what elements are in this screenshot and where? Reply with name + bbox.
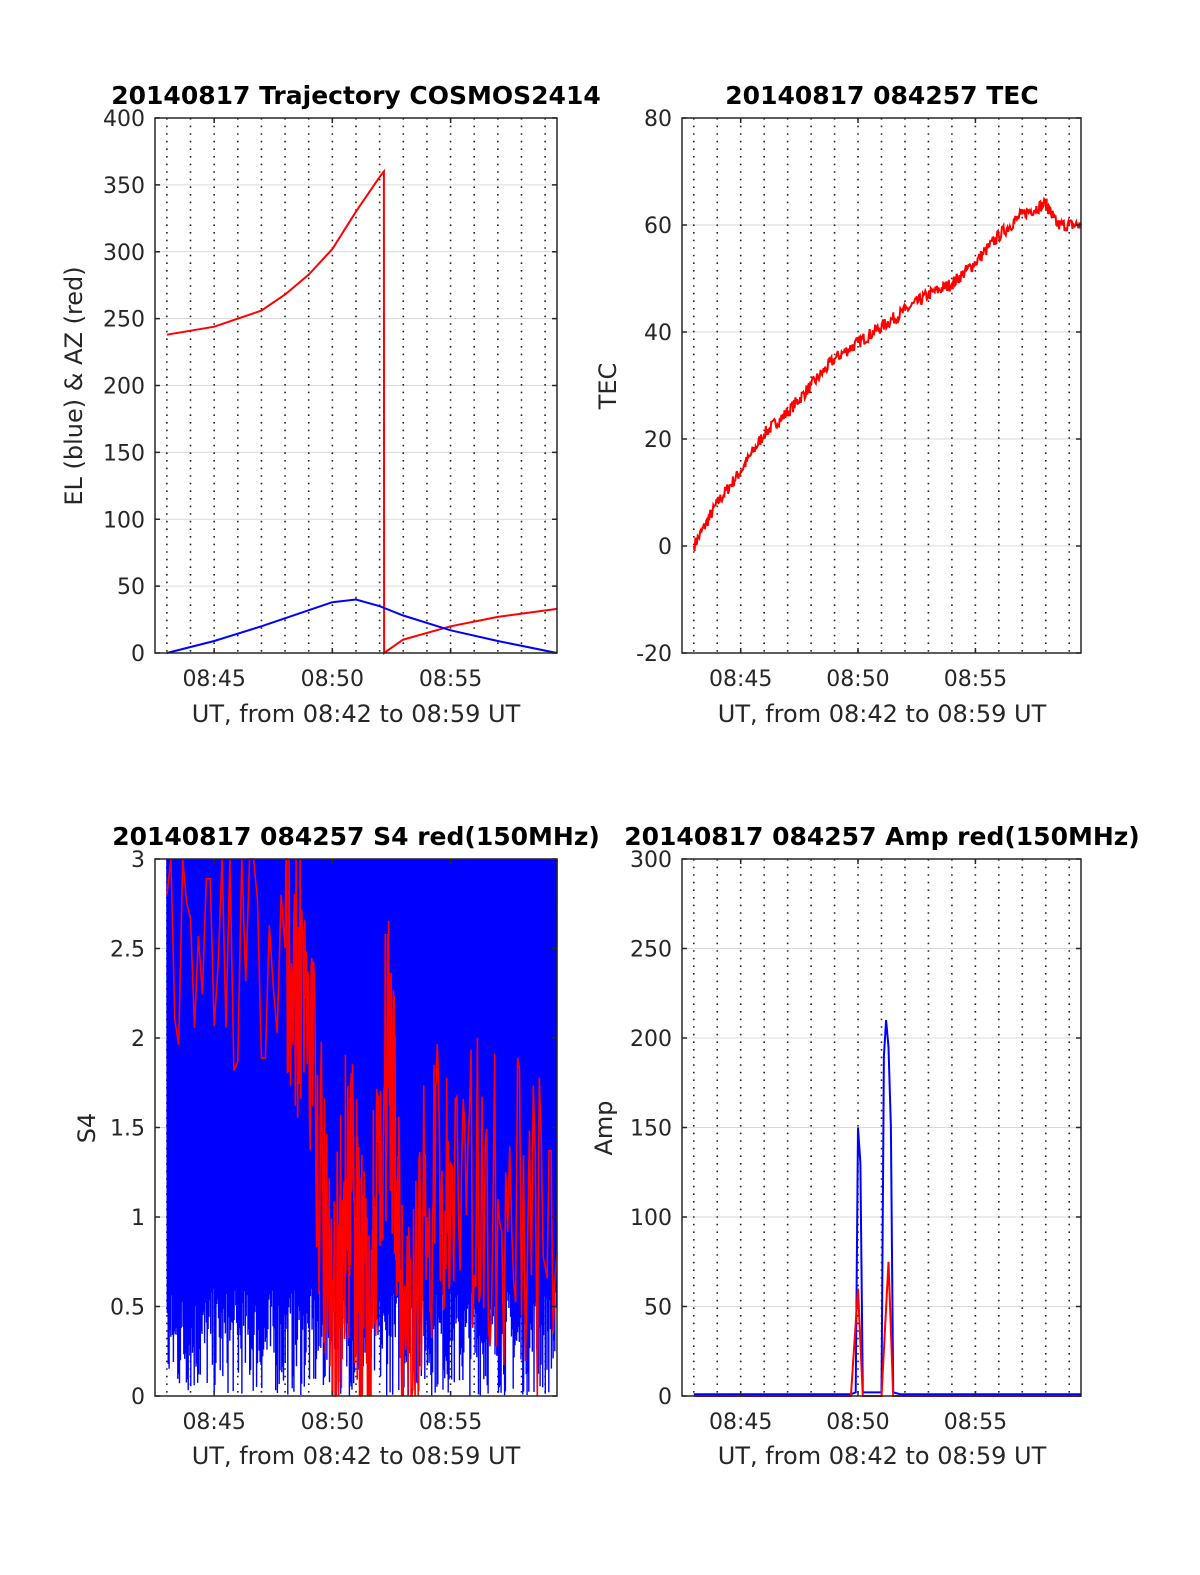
y-tick-label: 50 — [644, 1296, 672, 1321]
x-tick-label: 08:50 — [826, 667, 889, 692]
x-tick-label: 08:55 — [419, 1410, 482, 1435]
y-tick-label: 0 — [131, 1385, 145, 1410]
y-tick-label: 20 — [644, 428, 672, 453]
y-tick-label: 3 — [131, 848, 145, 873]
x-tick-label: 08:55 — [419, 667, 482, 692]
chart-title: 20140817 Trajectory COSMOS2414 — [111, 81, 601, 110]
y-tick-label: 2 — [131, 1027, 145, 1052]
chart-title: 20140817 084257 Amp red(150MHz) — [624, 822, 1140, 851]
y-tick-label: 40 — [644, 321, 672, 346]
x-tick-label: 08:55 — [944, 1410, 1007, 1435]
x-tick-label: 08:50 — [301, 1410, 364, 1435]
y-tick-label: 2.5 — [110, 938, 145, 963]
panel-s4: 20140817 084257 S4 red(150MHz) UT, from … — [73, 822, 600, 1470]
y-tick-label: 0.5 — [110, 1296, 145, 1321]
x-axis-label: UT, from 08:42 to 08:59 UT — [718, 1442, 1047, 1470]
x-tick-label: 08:45 — [182, 667, 245, 692]
y-tick-label: -20 — [636, 642, 672, 667]
plot-area-0: 0 50 100 150 200 250 300 350 400 08:45 08:50 08:55 — [103, 107, 558, 692]
plot-area-3: 0 50 100 150 200 250 300 08:45 08:50 08:55 — [630, 848, 1082, 1435]
plot-area-1: -20 0 20 40 60 80 08:45 08:50 08:55 — [636, 107, 1082, 692]
y-tick-label: 0 — [658, 535, 672, 560]
x-tick-label: 08:45 — [182, 1410, 245, 1435]
x-tick-label: 08:45 — [709, 1410, 772, 1435]
y-tick-label: 200 — [103, 375, 145, 400]
y-tick-label: 100 — [630, 1206, 672, 1231]
y-tick-label: 150 — [103, 441, 145, 466]
x-tick-label: 08:50 — [301, 667, 364, 692]
y-tick-label: 300 — [103, 241, 145, 266]
y-tick-label: 0 — [658, 1385, 672, 1410]
series-line-0 — [166, 168, 558, 655]
x-tick-label: 08:50 — [826, 1410, 889, 1435]
y-tick-label: 60 — [644, 214, 672, 239]
y-tick-label: 300 — [630, 848, 672, 873]
axes-frame — [681, 117, 1082, 654]
y-tick-label: 1 — [131, 1206, 145, 1231]
panel-trajectory: 20140817 Trajectory COSMOS2414 UT, from … — [60, 81, 601, 728]
x-axis-label: UT, from 08:42 to 08:59 UT — [718, 700, 1047, 728]
series-line-1 — [166, 858, 558, 1397]
y-tick-label: 50 — [117, 575, 145, 600]
panel-amp: 20140817 084257 Amp red(150MHz) UT, from… — [590, 822, 1140, 1470]
chart-title: 20140817 084257 TEC — [725, 81, 1038, 110]
y-tick-label: 100 — [103, 508, 145, 533]
x-axis-label: UT, from 08:42 to 08:59 UT — [192, 1442, 521, 1470]
panel-tec: 20140817 084257 TEC UT, from 08:42 to 08… — [594, 81, 1047, 728]
y-tick-label: 250 — [630, 938, 672, 963]
series-line-0 — [692, 196, 1082, 552]
chart-title: 20140817 084257 S4 red(150MHz) — [112, 822, 600, 851]
y-tick-label: 80 — [644, 107, 672, 132]
x-tick-label: 08:45 — [709, 667, 772, 692]
y-axis-label: Amp — [590, 1100, 618, 1155]
y-axis-label: S4 — [73, 1113, 101, 1144]
y-tick-label: 1.5 — [110, 1117, 145, 1142]
series-line-0 — [693, 1020, 1081, 1396]
y-tick-label: 200 — [630, 1027, 672, 1052]
y-tick-label: 350 — [103, 174, 145, 199]
x-axis-label: UT, from 08:42 to 08:59 UT — [192, 700, 521, 728]
y-tick-label: 400 — [103, 107, 145, 132]
y-tick-label: 150 — [630, 1117, 672, 1142]
series-line-1 — [166, 598, 558, 654]
y-axis-label: EL (blue) & AZ (red) — [60, 266, 88, 505]
plot-area-2: 0 0.5 1 1.5 2 2.5 3 08:45 08:50 08:55 — [110, 848, 558, 1435]
x-tick-label: 08:55 — [944, 667, 1007, 692]
y-tick-label: 0 — [131, 642, 145, 667]
y-axis-label: TEC — [594, 363, 622, 411]
y-tick-label: 250 — [103, 308, 145, 333]
